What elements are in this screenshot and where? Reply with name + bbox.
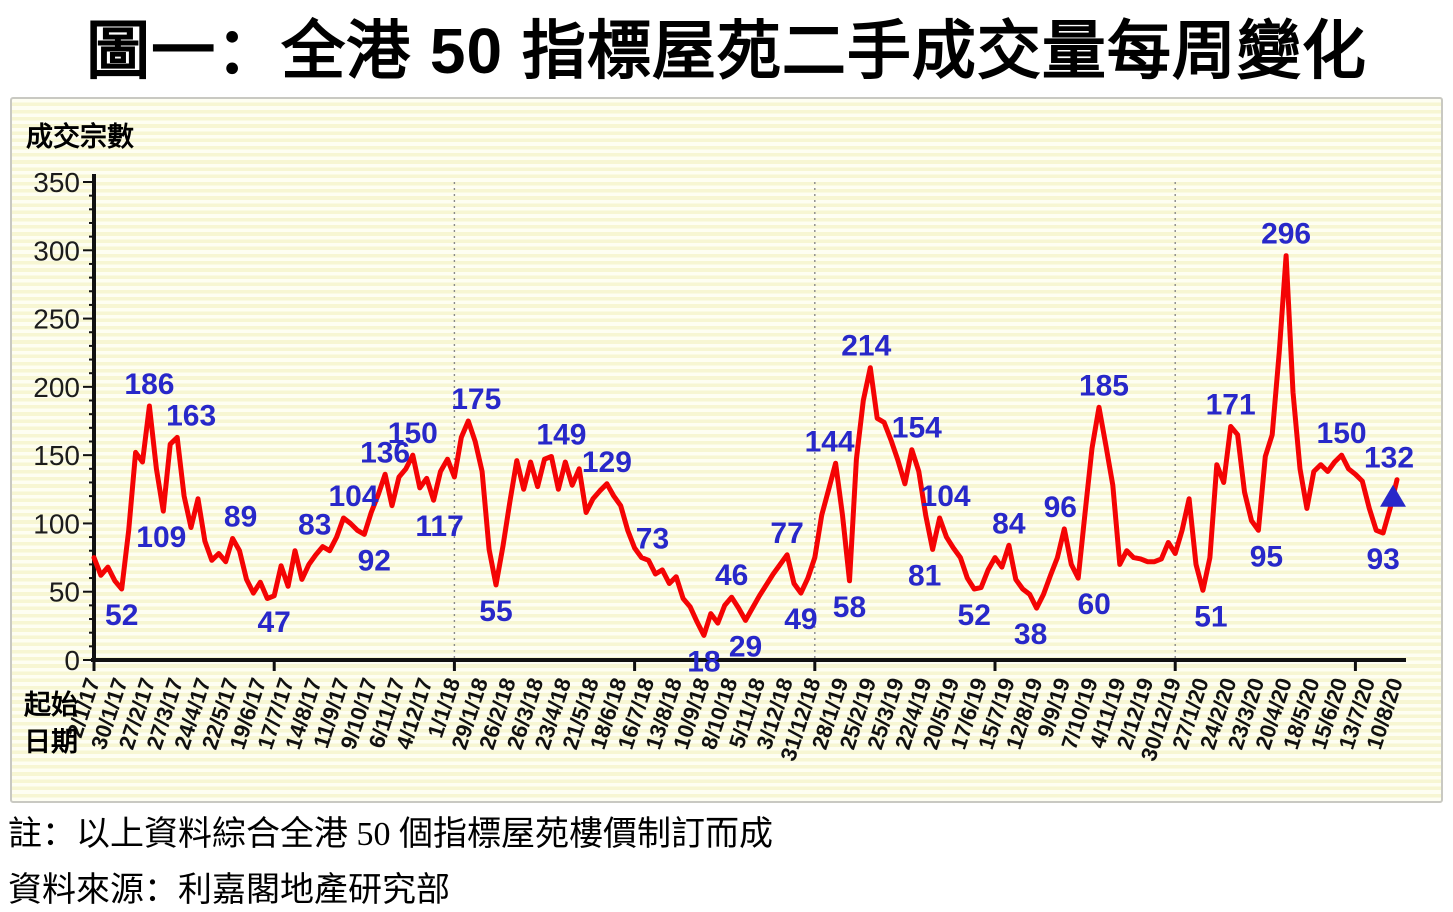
y-axis-title: 成交宗數: [26, 122, 134, 152]
x-axis-title: 起始日期: [24, 690, 78, 757]
y-tick-label: 150: [33, 440, 80, 471]
data-label: 77: [770, 517, 803, 550]
data-label: 154: [892, 412, 942, 445]
data-label: 214: [841, 330, 891, 363]
data-label: 51: [1194, 600, 1227, 633]
data-label: 18: [687, 645, 720, 678]
data-label: 55: [479, 595, 512, 628]
data-label: 95: [1250, 540, 1283, 573]
data-label: 47: [258, 606, 291, 639]
data-label: 83: [298, 509, 331, 542]
data-label: 73: [636, 522, 669, 555]
data-label: 136: [360, 436, 410, 469]
data-label: 89: [224, 500, 257, 533]
data-label: 132: [1364, 442, 1414, 475]
chart-panel: 0 50 100 150 200 250 300 350 2/1/17 30/1/17 27/2/1…: [10, 97, 1443, 803]
y-tick-label: 200: [33, 372, 80, 403]
source-line: 資料來源：利嘉閣地產研究部: [8, 872, 450, 909]
data-label: 296: [1261, 218, 1311, 251]
data-label: 129: [582, 446, 632, 479]
transactions-line: [91, 253, 1400, 638]
data-label: 185: [1079, 369, 1129, 402]
data-label: 46: [715, 559, 748, 592]
data-label: 149: [536, 419, 586, 452]
data-label: 60: [1077, 588, 1110, 621]
data-label: 117: [415, 510, 463, 543]
data-label: 163: [166, 399, 216, 432]
data-label: 93: [1366, 543, 1399, 576]
data-label: 150: [1317, 417, 1367, 450]
figure-title: 圖一：全港 50 指標屋苑二手成交量每周變化: [86, 15, 1367, 87]
data-label: 104: [921, 480, 971, 513]
data-label: 175: [451, 383, 501, 416]
data-label: 58: [833, 591, 866, 624]
latest-point-marker: [1380, 484, 1406, 507]
data-label: 96: [1044, 491, 1077, 524]
data-label: 171: [1206, 388, 1256, 421]
data-label: 29: [729, 630, 762, 663]
y-tick-label: 0: [64, 645, 80, 676]
data-label: 144: [805, 425, 855, 458]
weekly-transactions-line-chart: 0501001502002503003502/1/1730/1/1727/2/1…: [33, 167, 1414, 764]
data-label: 92: [358, 544, 391, 577]
data-label: 81: [908, 559, 941, 592]
data-label: 150: [388, 417, 438, 450]
data-label: 84: [992, 507, 1026, 540]
data-label: 109: [136, 521, 186, 554]
y-tick-label: 300: [33, 235, 80, 266]
data-label: 52: [105, 599, 138, 632]
y-tick-label: 250: [33, 304, 80, 335]
data-label: 186: [124, 368, 174, 401]
y-tick-label: 50: [49, 577, 80, 608]
data-label: 49: [784, 603, 817, 636]
y-tick-label: 350: [33, 167, 80, 198]
y-tick-label: 100: [33, 508, 80, 539]
data-label: 38: [1014, 618, 1047, 651]
data-label: 104: [328, 480, 378, 513]
footnote: 註：以上資料綜合全港 50 個指標屋苑樓價制訂而成: [8, 816, 773, 853]
data-label: 52: [958, 599, 991, 632]
